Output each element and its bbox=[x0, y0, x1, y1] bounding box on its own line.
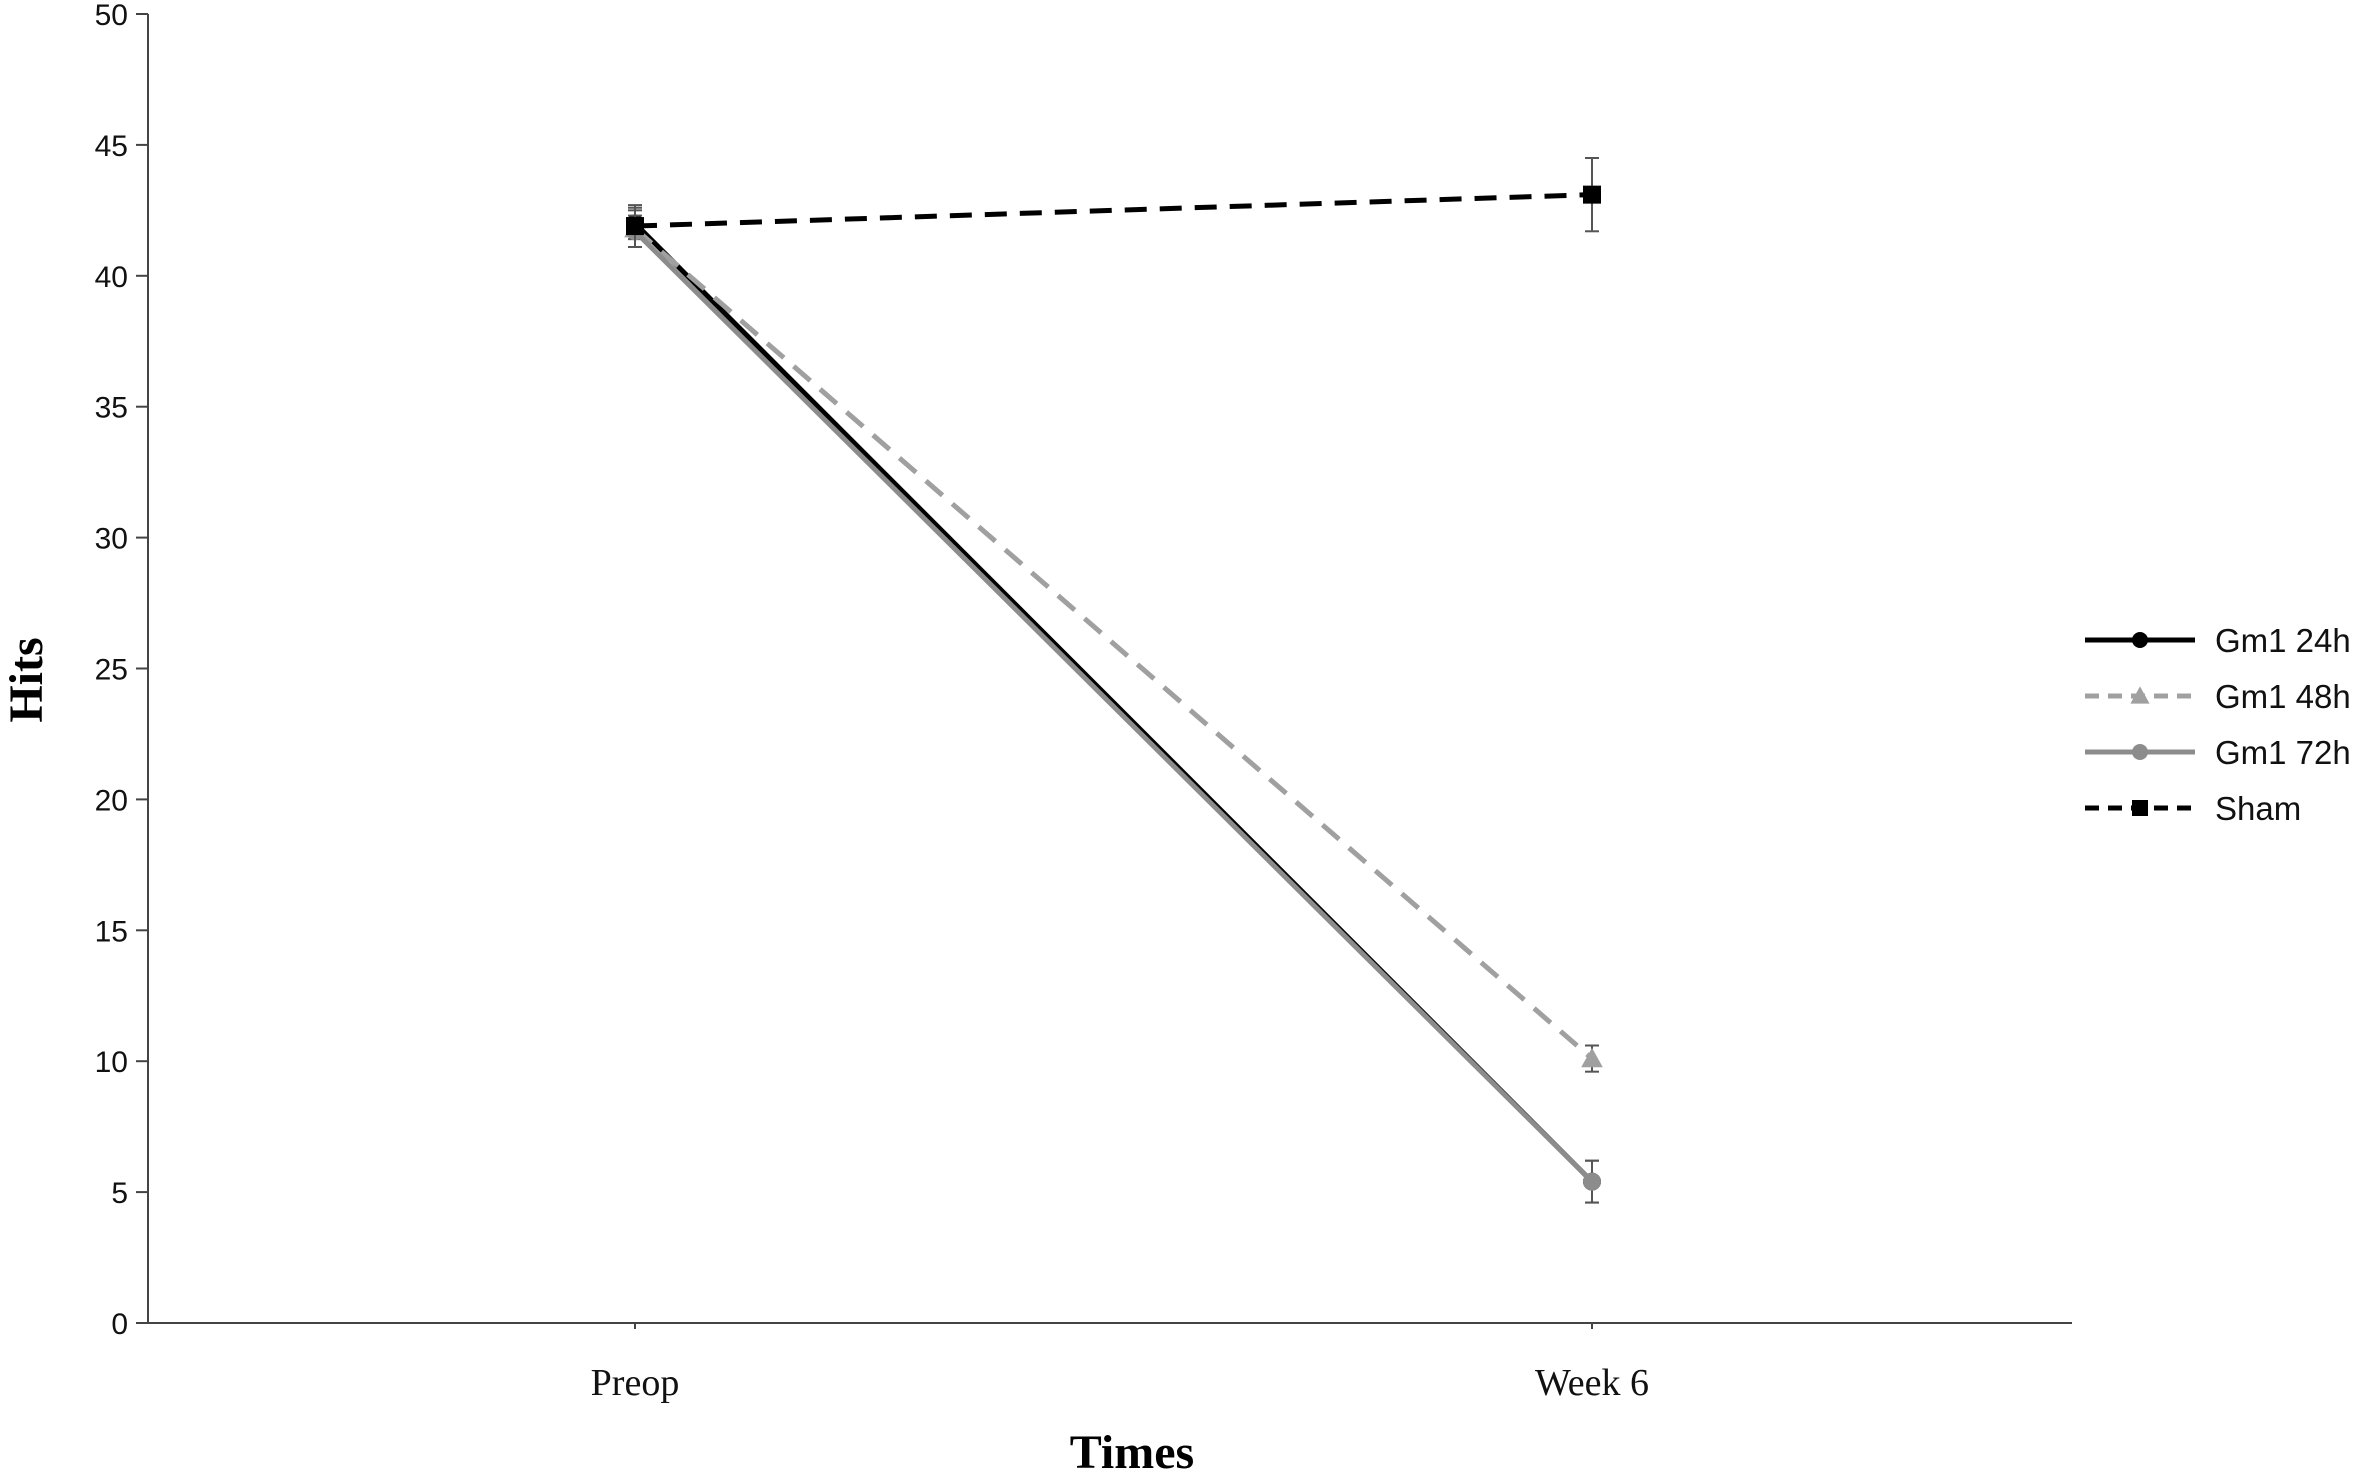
y-tick-label: 30 bbox=[95, 523, 128, 556]
y-tick-label: 10 bbox=[95, 1046, 128, 1079]
y-tick-label: 40 bbox=[95, 261, 128, 294]
x-tick-label: Preop bbox=[591, 1362, 680, 1404]
x-tick-label: Week 6 bbox=[1535, 1362, 1649, 1404]
legend-label: Sham bbox=[2215, 790, 2301, 827]
y-tick-label: 25 bbox=[95, 654, 128, 687]
legend-item: Sham bbox=[2085, 790, 2301, 827]
series-group bbox=[624, 156, 1603, 1204]
series-gm1-48h bbox=[624, 209, 1603, 1073]
y-tick-label: 20 bbox=[95, 784, 128, 817]
legend-label: Gm1 24h bbox=[2215, 622, 2351, 659]
data-point bbox=[1581, 1047, 1603, 1068]
legend: Gm1 24h Gm1 48h Gm1 72h Sham bbox=[2085, 622, 2351, 827]
x-axis-categories: Preop Week 6 bbox=[591, 1323, 1649, 1404]
y-tick-label: 0 bbox=[111, 1308, 128, 1341]
legend-swatch-marker bbox=[2132, 744, 2148, 760]
y-tick-label: 45 bbox=[95, 130, 128, 163]
legend-label: Gm1 48h bbox=[2215, 678, 2351, 715]
x-axis-title: Times bbox=[1070, 1426, 1194, 1470]
series-line bbox=[633, 229, 1594, 1184]
data-point bbox=[1583, 185, 1601, 204]
series-sham bbox=[626, 156, 1601, 249]
legend-item: Gm1 72h bbox=[2085, 734, 2351, 771]
legend-label: Gm1 72h bbox=[2215, 734, 2351, 771]
series-line bbox=[633, 226, 1594, 1061]
legend-swatch-marker bbox=[2132, 800, 2148, 816]
y-tick-label: 35 bbox=[95, 392, 128, 425]
legend-swatch-marker bbox=[2130, 686, 2150, 704]
legend-swatch-marker bbox=[2132, 632, 2148, 648]
data-point bbox=[626, 217, 644, 236]
y-tick-label: 5 bbox=[111, 1177, 128, 1210]
y-axis-ticks: 0 5 10 15 20 25 30 35 40 45 50 bbox=[95, 0, 148, 1341]
y-tick-label: 15 bbox=[95, 915, 128, 948]
y-axis-title: Hits bbox=[0, 637, 53, 722]
legend-item: Gm1 24h bbox=[2085, 622, 2351, 659]
data-point bbox=[1583, 1172, 1601, 1191]
series-line bbox=[634, 192, 1593, 229]
legend-item: Gm1 48h bbox=[2085, 678, 2351, 715]
y-tick-label: 50 bbox=[95, 0, 128, 32]
